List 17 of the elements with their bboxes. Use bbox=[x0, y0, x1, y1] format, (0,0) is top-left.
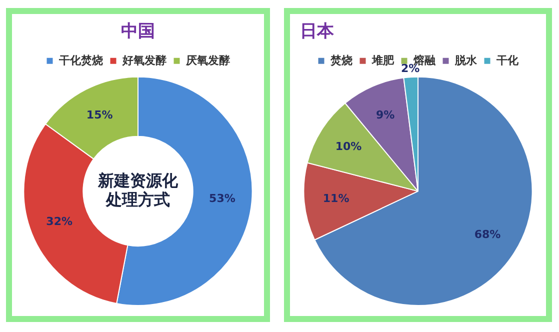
data-label: 9% bbox=[376, 108, 395, 122]
legend-label: 厌氧发酵 bbox=[184, 54, 230, 67]
chart-title: 日本 bbox=[300, 22, 335, 42]
legend-label: 脱水 bbox=[454, 54, 478, 67]
data-label: 68% bbox=[474, 228, 501, 242]
legend-label: 好氧发酵 bbox=[121, 54, 166, 67]
data-label: 32% bbox=[46, 215, 73, 228]
chart-title: 中国 bbox=[121, 22, 155, 42]
data-label: 15% bbox=[86, 108, 113, 122]
legend-label: 干化 bbox=[495, 54, 520, 67]
data-label: 53% bbox=[209, 192, 236, 206]
legend-label: 焚烧 bbox=[329, 54, 352, 67]
data-label: 11% bbox=[322, 192, 350, 205]
legend-label: 干化焚烧 bbox=[58, 54, 103, 67]
data-label: 10% bbox=[335, 140, 362, 153]
legend-label: 堆肥 bbox=[370, 54, 395, 67]
text: 新建资源化处理方式 bbox=[97, 170, 179, 209]
